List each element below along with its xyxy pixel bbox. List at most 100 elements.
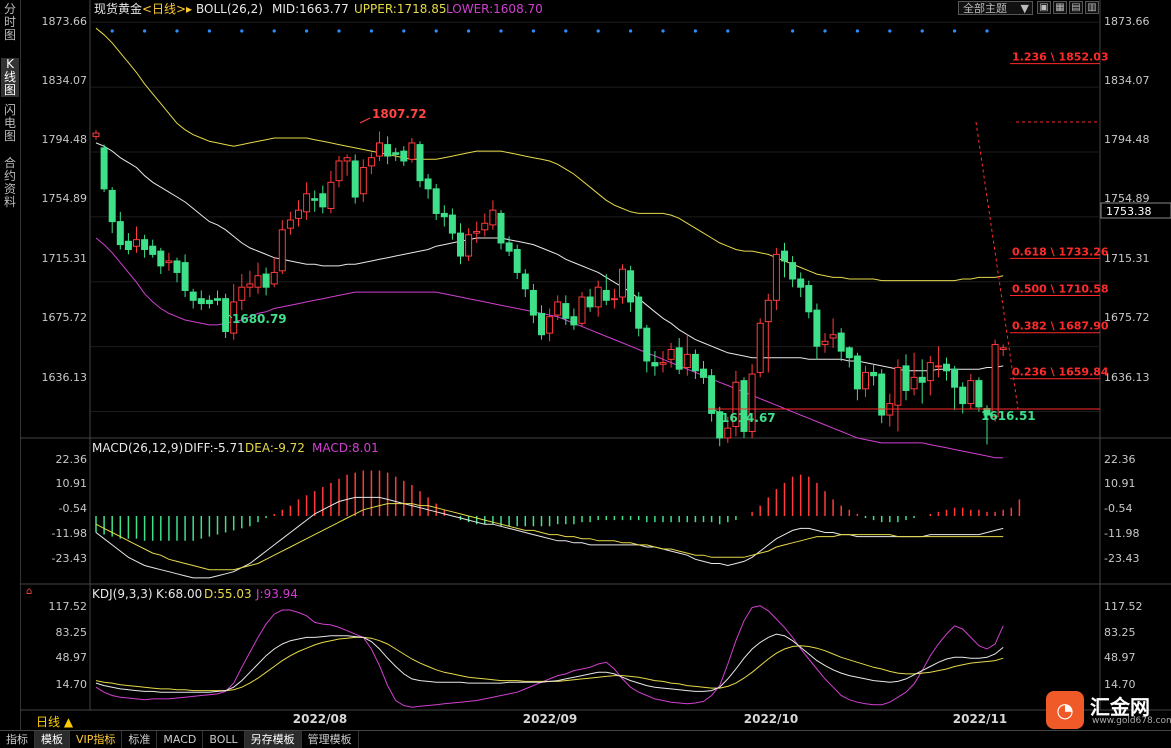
boll-mid-line [95, 142, 1004, 372]
candle-down [521, 273, 529, 290]
candle-up [934, 365, 942, 368]
boll-mid: MID:1663.77 [272, 2, 349, 16]
signal-dot [499, 29, 503, 33]
candle-up [756, 322, 764, 373]
price-tick: 1794.48 [42, 133, 88, 146]
kdj-tick: 83.25 [56, 626, 88, 639]
layout-icon-3[interactable]: ▤ [1069, 1, 1083, 14]
fib-trend-line [975, 121, 1019, 410]
candle-up [821, 340, 829, 346]
tab-manage-templates[interactable]: 管理模板 [302, 731, 359, 748]
kdj-tick: 14.70 [1104, 678, 1136, 691]
candle-down [124, 240, 132, 250]
price-tick: 1715.31 [1104, 252, 1150, 265]
candle-up [772, 253, 780, 301]
sidebar-tab-timeshare[interactable]: 分时图 [3, 2, 16, 42]
price-tick: 1794.48 [1104, 133, 1150, 146]
signal-dot [823, 29, 827, 33]
tab-standard[interactable]: 标准 [122, 731, 158, 748]
signal-dot [110, 29, 114, 33]
macd-pane [95, 470, 1021, 579]
tab-vip-indicators[interactable]: VIP指标 [70, 731, 123, 748]
candle-up [667, 348, 675, 360]
signal-dot [920, 29, 924, 33]
candle-down [311, 198, 319, 201]
macd-diff-label: DIFF:-5.71 [184, 441, 245, 455]
price-tick: 1834.07 [1104, 74, 1150, 87]
price-tick: 1834.07 [42, 74, 88, 87]
macd-tick: -23.43 [1104, 552, 1139, 565]
candle-down [943, 363, 950, 372]
candle-up [92, 132, 100, 137]
candle-down [319, 193, 327, 208]
logo-mark-icon: ◔ [1046, 691, 1084, 729]
candle-up [659, 362, 667, 365]
candle-down [432, 188, 440, 214]
fib-level-label: 0.618 \ 1733.26 [1012, 245, 1109, 258]
candle-down [400, 150, 408, 162]
candle-up [165, 260, 173, 264]
kline-chart[interactable]: 现货黄金 <日线> ▸ BOLL(26,2) MID:1663.77 UPPER… [0, 0, 1171, 730]
candle-up [489, 209, 497, 226]
tab-boll[interactable]: BOLL [203, 731, 245, 748]
price-tick: 1675.72 [42, 311, 88, 324]
kdj-d-line [95, 636, 1004, 692]
layout-icon-1[interactable]: ▣ [1037, 1, 1051, 14]
sidebar-tab-flash[interactable]: 闪电图 [3, 103, 16, 143]
sidebar-tab-contract-info[interactable]: 合约资料 [3, 156, 16, 209]
macd-name: MACD(26,12,9) [92, 441, 183, 455]
period-indicator: <日线> [142, 2, 186, 16]
candle-down [416, 144, 424, 182]
signal-dot [402, 29, 406, 33]
candle-down [602, 289, 610, 301]
theme-dropdown-value: 全部主题 [963, 2, 1007, 15]
period-selector[interactable]: 日线 ▲ [36, 715, 74, 729]
candle-up [408, 142, 416, 160]
sidebar-tab-kline[interactable]: K线图 [1, 58, 19, 97]
tab-indicators[interactable]: 指标 [0, 731, 35, 748]
low3-price-label: 1616.51 [981, 409, 1036, 423]
kdj-d-label: D:55.03 [204, 587, 252, 601]
tab-templates[interactable]: 模板 [35, 731, 70, 748]
candle-up [724, 427, 732, 439]
signal-dot [467, 29, 471, 33]
candle-up [610, 298, 618, 301]
candle-up [967, 380, 975, 405]
candle-down [902, 365, 910, 391]
theme-dropdown[interactable]: 全部主题 ▼ [958, 1, 1033, 15]
macd-diff-line [95, 496, 1004, 579]
candle-down [675, 347, 683, 370]
kdj-settings-icon[interactable]: ⌂ [26, 586, 32, 597]
candle-down [157, 250, 165, 267]
signal-dot [240, 29, 244, 33]
signal-dot [855, 29, 860, 33]
candle-down [975, 380, 983, 408]
candle-down [813, 309, 821, 347]
candle-down [627, 270, 635, 303]
candle-down [878, 373, 886, 416]
candle-down [529, 289, 537, 316]
signal-dot [369, 29, 373, 33]
candle-down [570, 316, 578, 326]
candle-up [829, 334, 837, 339]
candle-up [367, 157, 375, 167]
layout-icon-2[interactable]: ▦ [1053, 1, 1067, 14]
signal-dot [175, 29, 179, 33]
macd-dea-line [95, 503, 1004, 571]
candle-up [133, 239, 140, 247]
logo-name: 汇金网 [1090, 695, 1150, 719]
macd-tick: -0.54 [59, 502, 87, 515]
layout-icon-4[interactable]: ▥ [1085, 1, 1099, 14]
candle-up [335, 160, 343, 182]
tab-save-template[interactable]: 另存模板 [244, 731, 302, 748]
candle-up [862, 371, 869, 390]
candle-up [254, 275, 262, 288]
macd-tick: -0.54 [1104, 502, 1132, 515]
candle-down [951, 368, 959, 388]
boll-lower: LOWER:1608.70 [446, 2, 543, 16]
tab-macd[interactable]: MACD [157, 731, 204, 748]
candle-down [448, 214, 456, 234]
kdj-tick: 83.25 [1104, 626, 1136, 639]
date-tick: 2022/10 [744, 712, 798, 726]
candle-up [594, 286, 602, 308]
